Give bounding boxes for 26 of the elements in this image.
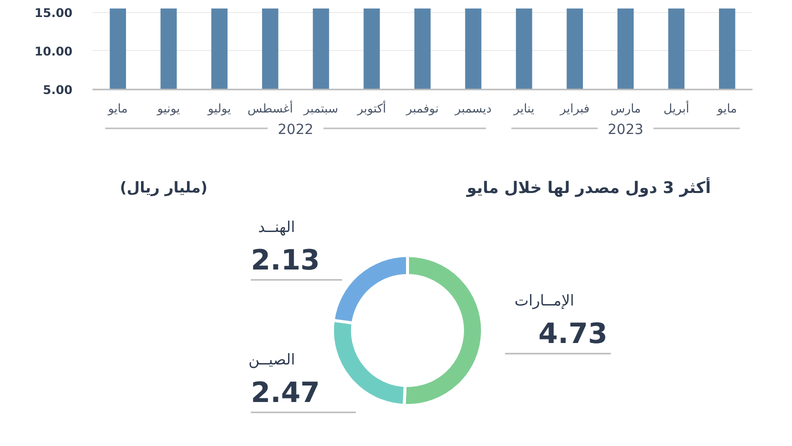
chart-subtitle: (مليار ريال) bbox=[120, 178, 208, 196]
x-tick-label: أكتوبر bbox=[356, 100, 386, 116]
x-tick-label: فبراير bbox=[559, 102, 590, 116]
x-tick-label: يناير bbox=[512, 102, 534, 116]
x-tick-label: أغسطس bbox=[247, 100, 293, 116]
x-tick-label: ديسمبر bbox=[454, 102, 492, 116]
x-tick-label: يوليو bbox=[206, 102, 231, 116]
x-tick-label: مايو bbox=[716, 102, 737, 116]
data-label: 2.13 bbox=[250, 243, 320, 276]
data-label: 2.47 bbox=[250, 376, 320, 409]
slice-label: الإمــارات bbox=[514, 292, 574, 310]
x-tick-label: يونيو bbox=[156, 102, 180, 116]
slice-label: الصيــن bbox=[248, 350, 296, 368]
chart-title: أكثر 3 دول مصدر لها خلال مايو bbox=[466, 177, 711, 197]
text: 2023 bbox=[608, 122, 644, 138]
x-tick-label: أبريل bbox=[663, 100, 690, 116]
x-tick-label: مايو bbox=[107, 102, 128, 116]
x-tick-label: سبتمبر bbox=[302, 102, 338, 116]
x-tick-label: مارس bbox=[610, 102, 641, 116]
y-tick-label: 5.00 bbox=[42, 83, 72, 97]
y-tick-label: 10.00 bbox=[34, 44, 73, 58]
x-tick-label: نوفمبر bbox=[405, 102, 439, 116]
slice-label: الهنــد bbox=[258, 218, 296, 236]
y-tick-label: 15.00 bbox=[34, 6, 73, 20]
text: 2022 bbox=[278, 122, 314, 138]
data-label: 4.73 bbox=[538, 317, 608, 350]
